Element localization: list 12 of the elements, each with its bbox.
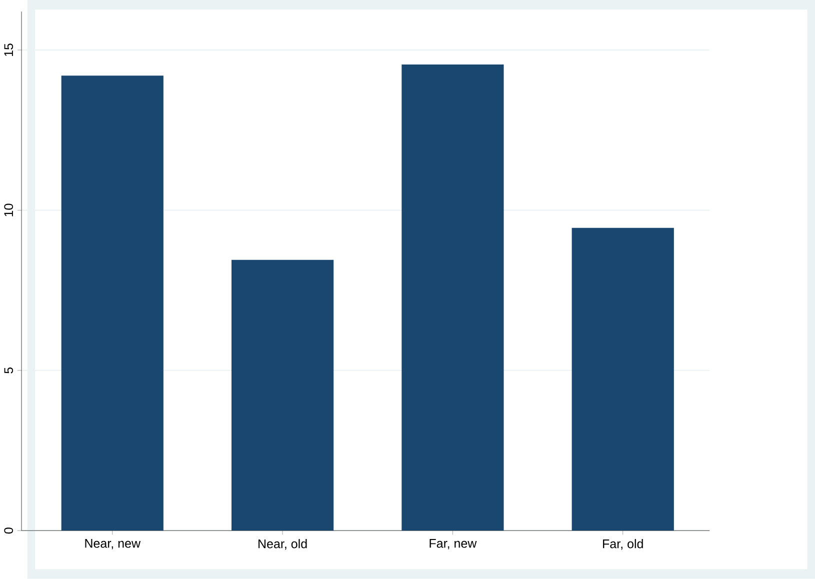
x-tick-label: Far, old — [603, 539, 643, 550]
y-tick-label: 0 — [4, 528, 14, 534]
x-tick-label: Far, new — [430, 539, 477, 550]
x-tick-label: Near, new — [85, 539, 141, 550]
x-tick-label: Near, old — [258, 539, 307, 550]
y-tick-label: 5 — [4, 367, 14, 374]
bar — [61, 76, 164, 531]
y-tick-label: 10 — [4, 204, 14, 216]
bar — [572, 228, 674, 531]
y-tick-label: 15 — [4, 44, 14, 56]
bar — [402, 64, 504, 531]
bar — [231, 260, 334, 531]
